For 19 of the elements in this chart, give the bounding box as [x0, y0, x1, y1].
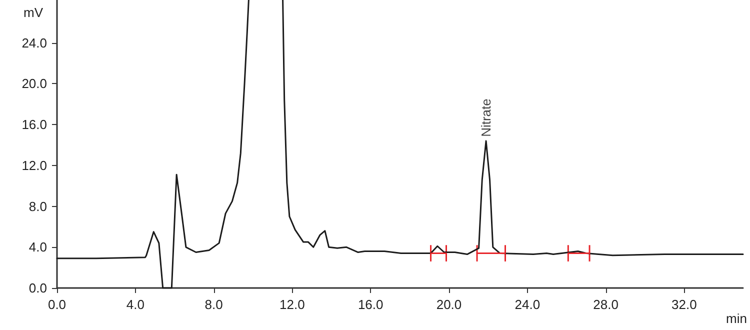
- x-tick-label: 20.0: [436, 297, 462, 312]
- x-axis-title: min: [726, 311, 747, 326]
- x-tick-label: 4.0: [126, 297, 144, 312]
- x-tick-label: 0.0: [48, 297, 66, 312]
- x-tick-label: 8.0: [204, 297, 223, 312]
- annotation: Nitrate: [478, 98, 494, 137]
- y-tick-label: 16.0: [22, 117, 47, 132]
- y-tick-label: 8.0: [28, 198, 47, 214]
- x-tick-label: 16.0: [358, 297, 384, 312]
- x-tick-label: 24.0: [514, 297, 540, 312]
- x-tick-label: 12.0: [280, 297, 305, 312]
- x-tick-label: 32.0: [672, 297, 697, 312]
- y-tick-label: 12.0: [22, 158, 47, 173]
- y-tick-label: 0.0: [28, 280, 47, 296]
- y-tick-label: 24.0: [22, 35, 47, 50]
- x-tick-label: 28.0: [593, 297, 618, 312]
- y-tick-label: 4.0: [28, 240, 47, 255]
- y-axis-title: mV: [24, 5, 44, 20]
- y-tick-label: 20.0: [22, 76, 47, 92]
